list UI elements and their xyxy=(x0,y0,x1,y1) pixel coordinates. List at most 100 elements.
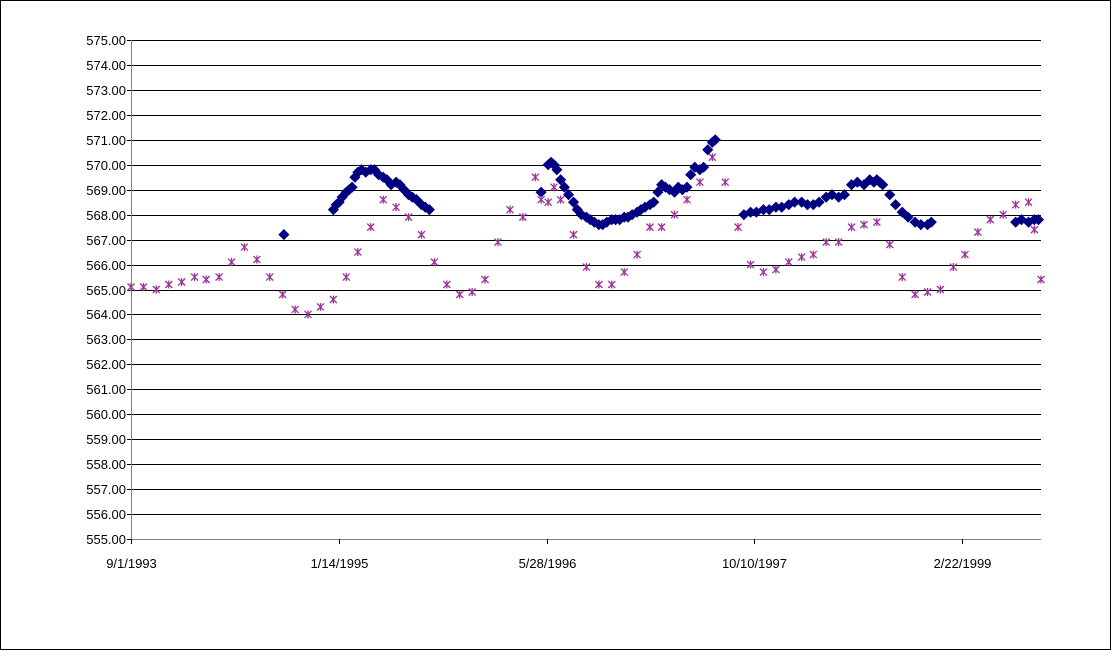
star-marker xyxy=(784,258,793,267)
star-marker xyxy=(329,295,338,304)
star-marker xyxy=(455,290,464,299)
star-marker xyxy=(594,280,603,289)
star-marker xyxy=(569,230,578,239)
star-marker xyxy=(430,258,439,267)
y-tick-label: 571.00 xyxy=(86,133,126,148)
star-marker xyxy=(973,228,982,237)
star-marker xyxy=(342,273,351,282)
star-marker xyxy=(999,210,1008,219)
star-marker xyxy=(202,275,211,284)
star-marker xyxy=(646,223,654,232)
star-marker xyxy=(923,287,932,296)
star-marker xyxy=(252,255,261,264)
tick-labels: 555.00 556.00 557.00 558.00 559.00 560.00 561.… xyxy=(86,33,991,571)
star-marker xyxy=(265,273,274,282)
diamond-marker xyxy=(555,174,567,186)
y-tick-label: 570.00 xyxy=(86,158,126,173)
y-tick-label: 567.00 xyxy=(86,233,126,248)
star-marker xyxy=(227,258,236,267)
star-marker xyxy=(872,218,881,227)
diamond-marker xyxy=(884,189,896,201)
star-marker xyxy=(834,238,843,247)
y-tick-label: 569.00 xyxy=(86,183,126,198)
x-tick-label: 2/22/1999 xyxy=(934,556,992,571)
star-marker xyxy=(152,285,161,294)
star-marker xyxy=(531,173,540,182)
diamond-marker xyxy=(423,204,435,216)
star-marker xyxy=(493,238,502,247)
diamond-marker xyxy=(789,196,801,208)
diamond-marker xyxy=(838,189,851,201)
star-marker xyxy=(721,178,730,187)
diamond-marker xyxy=(902,211,914,223)
diamond-marker xyxy=(685,169,697,181)
y-tick-label: 555.00 xyxy=(86,532,126,547)
diamond-marker xyxy=(551,164,563,176)
star-marker xyxy=(607,280,616,289)
star-marker xyxy=(911,290,920,299)
star-marker xyxy=(544,198,553,207)
star-marker xyxy=(518,213,527,222)
star-marker xyxy=(683,195,691,204)
star-marker xyxy=(1011,200,1020,209)
star-marker xyxy=(847,223,856,232)
diamond-marker xyxy=(877,179,889,191)
y-tick-label: 573.00 xyxy=(86,83,126,98)
x-tick-label: 5/28/1996 xyxy=(519,556,577,571)
star-marker xyxy=(633,250,642,259)
star-marker xyxy=(822,238,831,247)
star-marker xyxy=(468,287,477,296)
diamond-marker xyxy=(858,179,870,191)
star-marker xyxy=(304,310,312,319)
star-marker xyxy=(316,302,325,311)
star-marker xyxy=(759,268,768,277)
star-marker xyxy=(1030,225,1039,234)
star-marker xyxy=(392,203,401,212)
star-marker xyxy=(746,260,755,269)
y-tick-label: 565.00 xyxy=(86,283,126,298)
y-tick-label: 563.00 xyxy=(86,332,126,347)
star-marker xyxy=(291,305,300,314)
y-tick-label: 564.00 xyxy=(86,307,126,322)
y-tick-label: 557.00 xyxy=(86,482,126,497)
star-marker xyxy=(708,153,717,162)
star-marker xyxy=(556,195,565,204)
star-marker xyxy=(860,220,868,229)
gridlines xyxy=(131,40,1041,515)
x-tick-label: 9/1/1993 xyxy=(106,556,157,571)
star-marker xyxy=(670,210,679,219)
star-marker xyxy=(481,275,489,284)
star-marker xyxy=(986,215,995,224)
y-tick-label: 558.00 xyxy=(86,457,126,472)
diamond-marker xyxy=(681,181,693,193)
diamond-marker xyxy=(648,196,660,208)
star-marker xyxy=(797,253,806,262)
star-marker xyxy=(177,278,186,287)
diamond-marker xyxy=(346,181,358,193)
star-marker xyxy=(353,248,362,257)
star-marker xyxy=(278,290,287,299)
star-marker xyxy=(215,273,224,282)
star-marker xyxy=(537,195,546,204)
diamond-marker xyxy=(925,216,937,228)
star-marker xyxy=(379,195,388,204)
diamond-marker xyxy=(709,134,721,146)
diamond-marker xyxy=(702,144,714,156)
star-marker xyxy=(550,183,558,192)
diamond-marker xyxy=(652,186,664,198)
star-marker xyxy=(936,285,945,294)
star-marker xyxy=(695,178,704,187)
diamond-marker xyxy=(813,196,825,208)
star-marker xyxy=(657,223,666,232)
diamond-marker xyxy=(1032,214,1045,226)
x-tick-label: 1/14/1995 xyxy=(311,556,369,571)
star-marker xyxy=(240,243,249,252)
star-marker xyxy=(620,268,629,277)
x-tick-label: 10/10/1997 xyxy=(722,556,787,571)
y-tick-label: 575.00 xyxy=(86,33,126,48)
diamond-marker xyxy=(698,161,710,173)
star-marker xyxy=(1024,198,1033,207)
star-marker xyxy=(809,250,818,259)
